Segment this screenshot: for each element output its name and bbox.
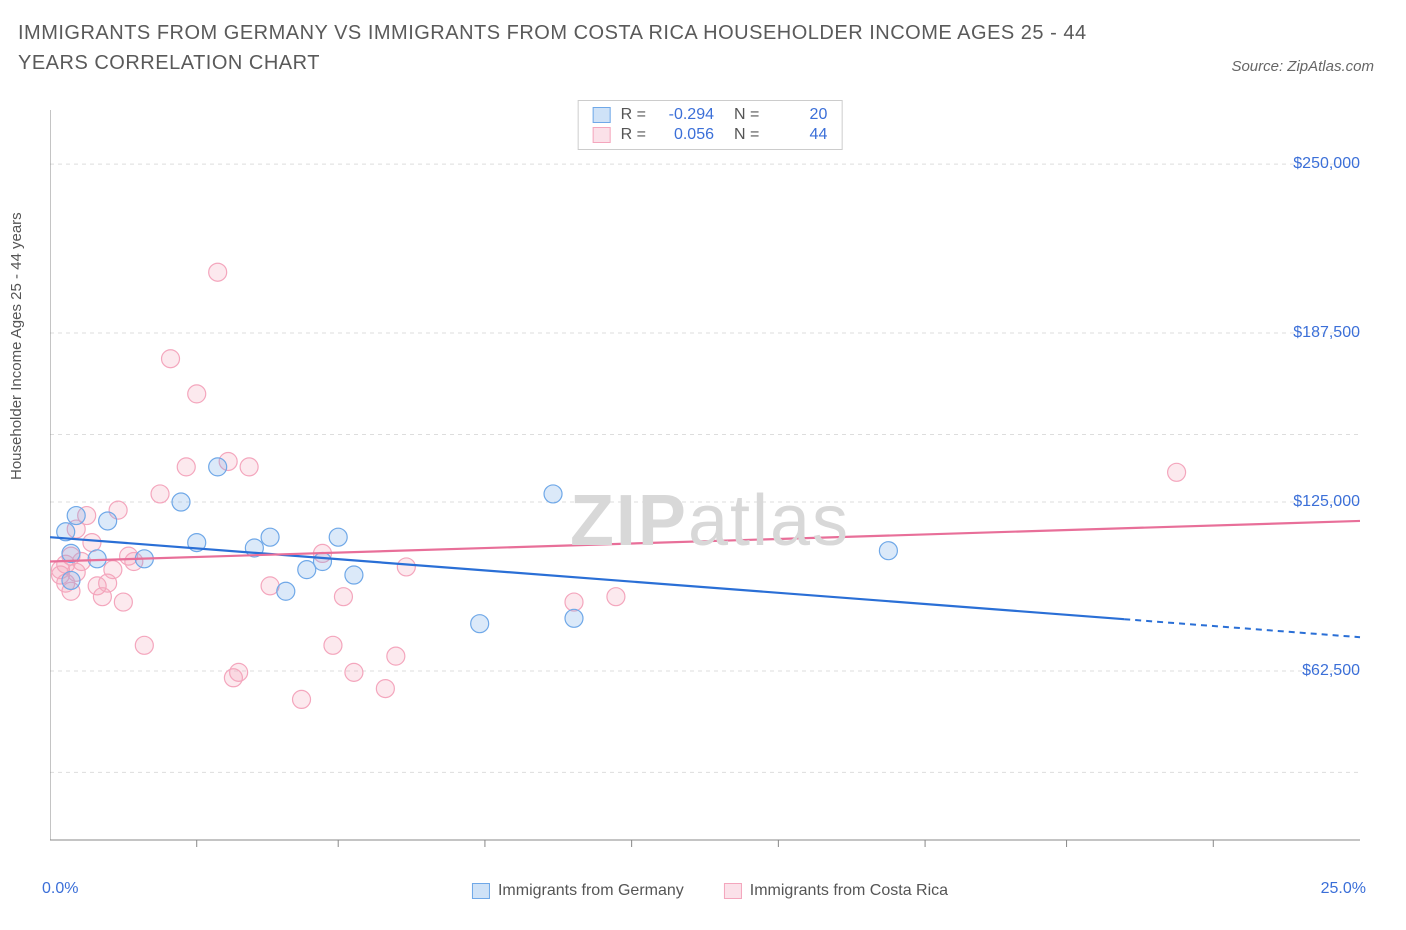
- chart-area: ZIPatlas R = -0.294 N = 20 R = 0.056 N =…: [50, 100, 1370, 870]
- series-legend: Immigrants from Germany Immigrants from …: [472, 882, 948, 900]
- y-tick-label: $250,000: [1293, 155, 1360, 173]
- legend-row-costarica: R = 0.056 N = 44: [593, 125, 828, 145]
- scatter-plot: [50, 100, 1370, 870]
- n-value-costarica: 44: [769, 126, 827, 144]
- correlation-legend: R = -0.294 N = 20 R = 0.056 N = 44: [578, 100, 843, 150]
- y-tick-label: $62,500: [1302, 662, 1360, 680]
- x-min-label: 0.0%: [42, 880, 78, 898]
- swatch-costarica: [593, 127, 611, 143]
- n-value-germany: 20: [769, 106, 827, 124]
- source-attribution: Source: ZipAtlas.com: [1231, 58, 1374, 75]
- chart-title: IMMIGRANTS FROM GERMANY VS IMMIGRANTS FR…: [18, 18, 1118, 78]
- swatch-costarica: [724, 883, 742, 899]
- r-value-costarica: 0.056: [656, 126, 714, 144]
- x-max-label: 25.0%: [1321, 880, 1366, 898]
- y-axis-label: Householder Income Ages 25 - 44 years: [8, 212, 25, 480]
- n-label: N =: [734, 106, 759, 124]
- series-name-costarica: Immigrants from Costa Rica: [750, 882, 948, 900]
- r-label: R =: [621, 126, 646, 144]
- swatch-germany: [472, 883, 490, 899]
- series-name-germany: Immigrants from Germany: [498, 882, 684, 900]
- r-value-germany: -0.294: [656, 106, 714, 124]
- legend-row-germany: R = -0.294 N = 20: [593, 105, 828, 125]
- r-label: R =: [621, 106, 646, 124]
- y-tick-label: $125,000: [1293, 493, 1360, 511]
- legend-item-costarica: Immigrants from Costa Rica: [724, 882, 948, 900]
- n-label: N =: [734, 126, 759, 144]
- swatch-germany: [593, 107, 611, 123]
- legend-item-germany: Immigrants from Germany: [472, 882, 684, 900]
- y-tick-label: $187,500: [1293, 324, 1360, 342]
